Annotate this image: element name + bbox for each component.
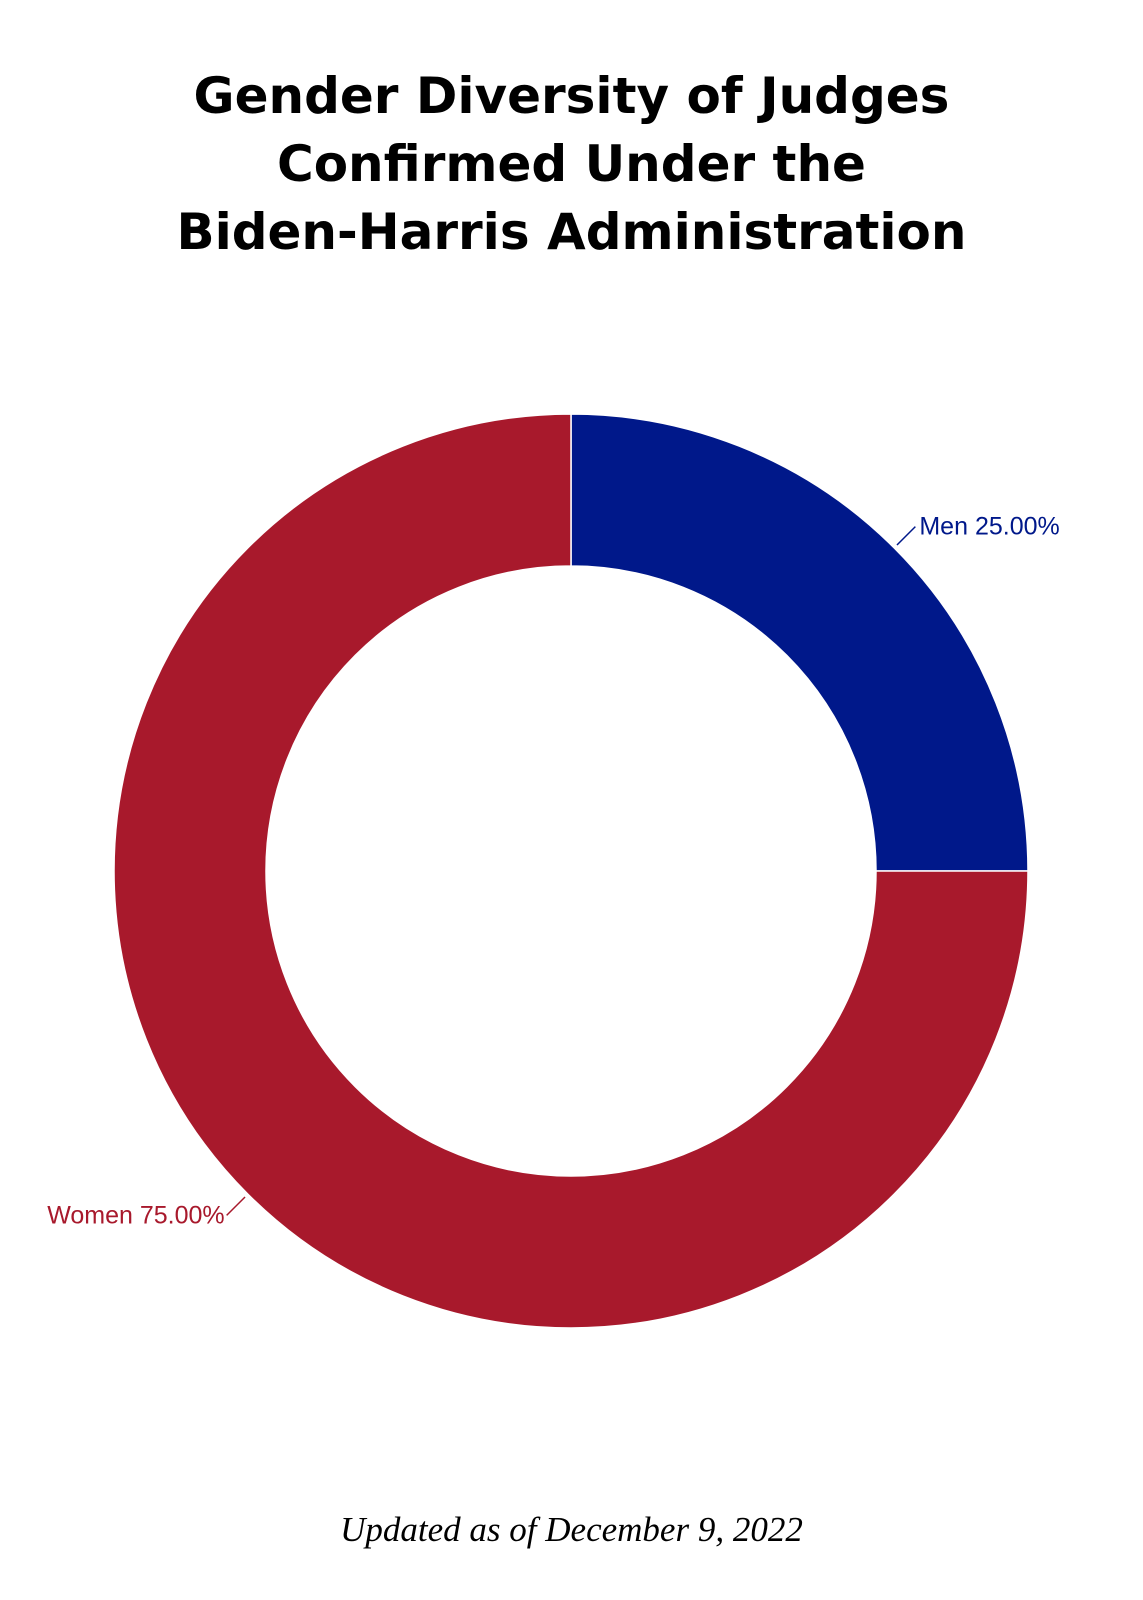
leader-line-women	[226, 1196, 246, 1216]
updated-date-note: Updated as of December 9, 2022	[340, 1510, 803, 1549]
chart-title-line-2: Confirmed Under the	[277, 135, 866, 193]
chart-title: Gender Diversity of Judges Confirmed Und…	[0, 62, 1143, 266]
leader-line-men	[896, 526, 916, 546]
slice-label-women: Women 75.00%	[47, 1201, 224, 1229]
chart-title-line-3: Biden-Harris Administration	[176, 203, 967, 261]
donut-slice-women	[113, 413, 1029, 1329]
chart-title-line-1: Gender Diversity of Judges	[193, 67, 950, 125]
slice-label-men: Men 25.00%	[919, 513, 1059, 541]
donut-slice-men	[570, 413, 1029, 872]
